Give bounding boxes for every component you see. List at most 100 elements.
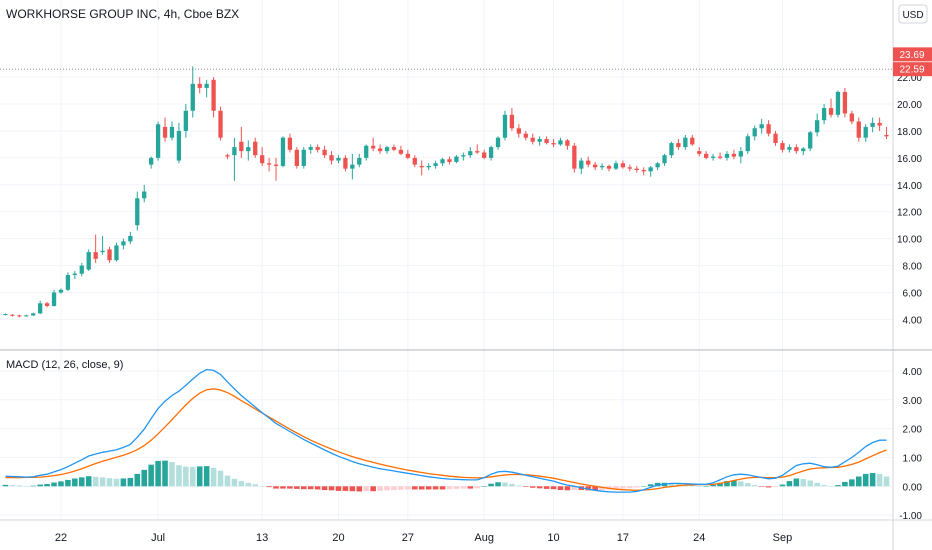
histogram-bar (134, 473, 141, 487)
candle-down (544, 136, 549, 145)
candle-body (634, 168, 639, 170)
candle-body (738, 151, 743, 157)
candle-down (239, 126, 244, 158)
candle-layer (3, 66, 889, 318)
candle-body (551, 143, 556, 145)
candle-down (572, 143, 577, 173)
candle-down (676, 139, 681, 150)
histogram-bar (786, 481, 793, 487)
histogram-bar (321, 486, 328, 491)
candle-body (884, 135, 889, 137)
candle-down (780, 140, 785, 153)
histogram-bar (44, 483, 50, 487)
candle-up (79, 262, 84, 277)
price-tick-label: 8.00 (903, 262, 923, 273)
candle-down (343, 155, 348, 172)
candle-up (384, 145, 390, 154)
candle-body (260, 155, 265, 164)
candle-up (121, 238, 126, 250)
candle-body (433, 163, 438, 166)
candle-up (149, 156, 154, 169)
candle-down (107, 246, 112, 263)
histogram-bar (280, 486, 286, 489)
candle-body (357, 157, 362, 165)
candle-down (412, 155, 417, 168)
candle-body (44, 303, 50, 306)
candle-body (58, 289, 64, 293)
candle-down (162, 117, 168, 142)
candle-body (232, 147, 237, 156)
histogram-bar (842, 481, 848, 487)
candle-up (752, 125, 757, 141)
histogram-bar (710, 484, 716, 487)
histogram-bar (821, 485, 827, 487)
candle-up (440, 157, 445, 166)
time-tick-label: 17 (617, 532, 629, 544)
price-tick-label: 10.00 (897, 235, 922, 246)
candle-down (593, 161, 598, 170)
candle-up (821, 104, 827, 125)
candle-body (516, 128, 521, 134)
histogram-bar (793, 478, 800, 487)
histogram-bar (620, 486, 626, 489)
candle-body (218, 110, 223, 138)
candle-up (787, 144, 792, 153)
candle-body (627, 167, 632, 169)
histogram-bar (9, 485, 16, 487)
histogram-bar (58, 481, 64, 487)
histogram-bar (210, 467, 217, 487)
candle-body (211, 79, 216, 111)
grid-layer (0, 0, 893, 520)
candle-body (10, 314, 15, 316)
candle-up (3, 313, 8, 316)
candle-body (114, 245, 119, 261)
candle-body (135, 198, 140, 226)
candle-up (183, 104, 188, 138)
candle-body (870, 122, 875, 127)
histogram-bar (474, 486, 480, 489)
candle-body (509, 114, 515, 129)
candle-body (502, 114, 508, 138)
candle-down (294, 147, 299, 169)
candle-body (558, 140, 563, 145)
candle-up (683, 135, 688, 150)
candle-body (246, 147, 251, 152)
histogram-bar (828, 486, 834, 487)
histogram-bar (488, 483, 494, 487)
last-price-badge-label: 22.59 (899, 65, 924, 76)
candle-down (641, 167, 646, 176)
candle-up (176, 122, 182, 164)
histogram-bar (266, 486, 272, 488)
candle-down (371, 137, 376, 152)
histogram-bar (640, 486, 647, 487)
histogram-bar (550, 486, 557, 490)
candle-body (655, 163, 660, 168)
histogram-bar (425, 486, 432, 490)
histogram-bar (557, 486, 564, 491)
candle-up (599, 163, 605, 170)
candle-down (273, 157, 279, 181)
candle-up (38, 300, 43, 315)
histogram-bar (307, 486, 314, 490)
histogram-bar (495, 482, 501, 487)
candle-body (107, 249, 112, 261)
candle-up (759, 118, 764, 134)
histogram-bar (245, 482, 252, 487)
candle-up (738, 147, 743, 164)
histogram-bar (328, 486, 335, 491)
price-tick-label: 22.00 (897, 73, 922, 84)
candle-up (863, 124, 868, 142)
histogram-bar (127, 477, 134, 487)
candle-body (204, 83, 209, 88)
candle-down (717, 152, 723, 160)
histogram-bar (120, 478, 127, 487)
candle-down (731, 149, 737, 160)
candle-down (266, 157, 272, 172)
candle-up (336, 155, 341, 164)
candle-down (849, 110, 854, 125)
candle-body (315, 147, 320, 150)
currency-button[interactable]: USD (898, 4, 928, 24)
candle-body (197, 83, 202, 88)
